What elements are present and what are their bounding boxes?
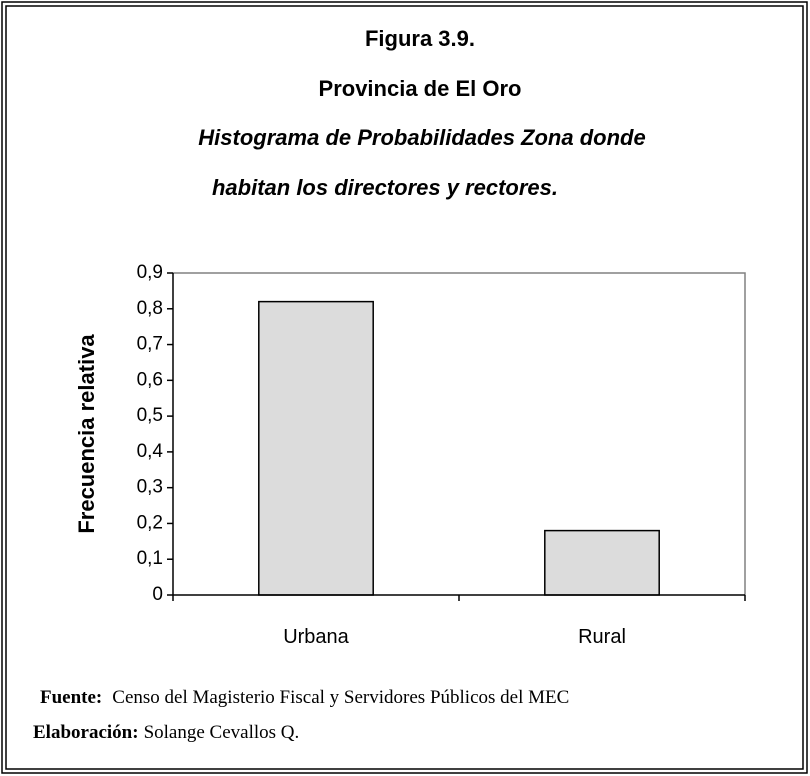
y-tick-label: 0,5 xyxy=(137,405,163,426)
source-text: Censo del Magisterio Fiscal y Servidores… xyxy=(112,687,569,708)
y-axis-label: Frecuencia relativa xyxy=(74,334,99,534)
y-tick-label: 0,8 xyxy=(137,298,163,319)
credit: Elaboración: Solange Cevallos Q. xyxy=(33,722,299,743)
y-tick-label: 0,1 xyxy=(137,548,163,569)
bar xyxy=(258,300,374,596)
y-tick-label: 0,9 xyxy=(137,262,163,283)
y-tick-label: 0 xyxy=(152,584,163,605)
x-tick-label: Rural xyxy=(578,626,626,648)
inner-frame xyxy=(5,5,804,770)
source-label: Fuente: xyxy=(40,687,102,708)
y-tick-label: 0,2 xyxy=(137,512,163,533)
chart-subtitle: Provincia de El Oro xyxy=(319,76,522,101)
y-tick-label: 0,3 xyxy=(137,477,163,498)
credit-label: Elaboración: xyxy=(33,722,139,743)
bar xyxy=(544,529,660,596)
description-line: habitan los directores y rectores. xyxy=(212,175,558,200)
x-tick-label: Urbana xyxy=(283,626,349,648)
chart-title: Figura 3.9. xyxy=(365,26,475,51)
y-tick-label: 0,7 xyxy=(137,334,163,355)
y-tick-label: 0,4 xyxy=(137,441,164,462)
source: Fuente: Censo del Magisterio Fiscal y Ser… xyxy=(40,687,569,708)
description-line: Histograma de Probabilidades Zona donde xyxy=(198,125,645,150)
credit-text: Solange Cevallos Q. xyxy=(144,722,300,743)
plot-frame xyxy=(173,272,746,595)
y-tick-label: 0,6 xyxy=(137,369,163,390)
